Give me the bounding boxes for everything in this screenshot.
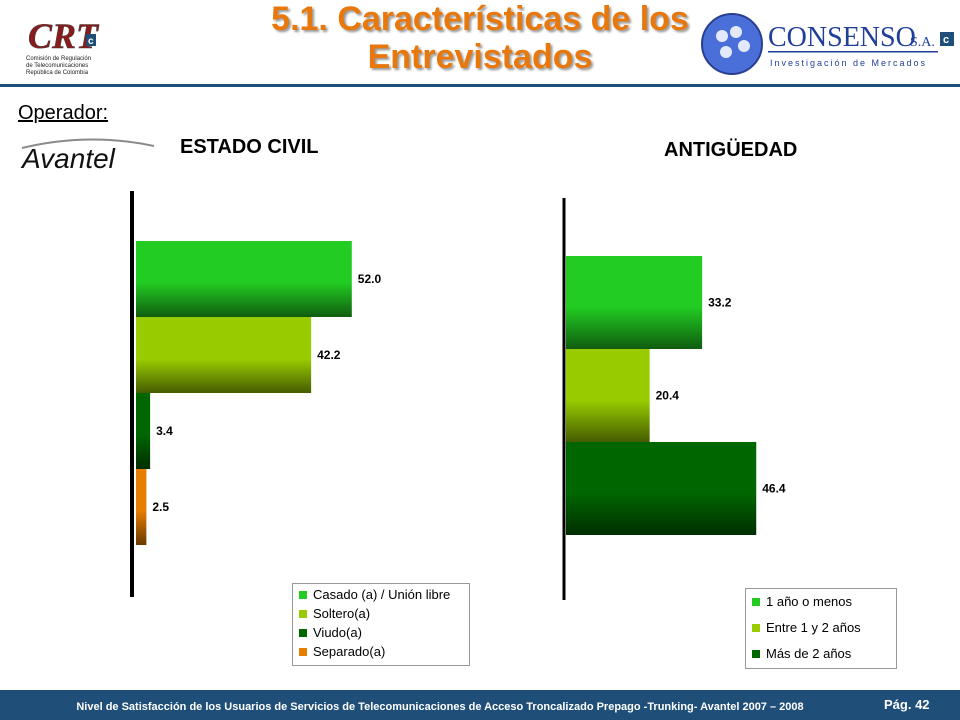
- legend-item-3: Viudo(a): [299, 625, 362, 640]
- legend-swatch: [299, 609, 307, 618]
- legend-item-1: 1 año o menos: [752, 594, 852, 609]
- bar-value-label-2: 42.2: [317, 348, 341, 362]
- chart-estado-civil: 52.0 42.2 3.4 2.5: [130, 191, 381, 597]
- legend-label: Soltero(a): [313, 606, 371, 621]
- legend-swatch: [752, 649, 760, 658]
- legend-swatch: [299, 647, 307, 656]
- globe-icon: [702, 14, 762, 74]
- legend-antiguedad: 1 año o menos Entre 1 y 2 años Más de 2 añ…: [745, 588, 897, 669]
- legend-label: Separado(a): [313, 644, 386, 659]
- legend-swatch: [752, 597, 760, 606]
- crt-logo-subtitle-3: República de Colombia: [26, 70, 89, 76]
- consenso-logo-tagline: Investigación de Mercados: [770, 58, 927, 68]
- bar-2: [566, 349, 650, 442]
- bars-estado-civil: 52.0 42.2 3.4 2.5: [136, 241, 381, 545]
- legend-swatch: [299, 628, 307, 637]
- footer-text: Nivel de Satisfacción de los Usuarios de…: [76, 701, 804, 713]
- legend-label: Entre 1 y 2 años: [766, 620, 861, 635]
- legend-estado-civil: Casado (a) / Unión libre Soltero(a) Viudo(…: [292, 583, 470, 666]
- bar-1: [136, 241, 352, 317]
- bar-3: [566, 442, 757, 535]
- avantel-logo: Avantel: [20, 138, 155, 174]
- legend-label: Más de 2 años: [766, 646, 852, 661]
- svg-text:c: c: [943, 34, 949, 46]
- avantel-logo-text: Avantel: [20, 143, 116, 174]
- svg-text:c: c: [88, 36, 94, 47]
- legend-swatch: [752, 623, 760, 632]
- legend-label: Viudo(a): [313, 625, 362, 640]
- legend-label: 1 año o menos: [766, 594, 853, 609]
- bar-value-label-2: 20.4: [656, 389, 680, 403]
- bar-value-label-4: 2.5: [152, 500, 169, 514]
- legend-item-1: Casado (a) / Unión libre: [299, 587, 450, 602]
- legend-item-2: Entre 1 y 2 años: [752, 620, 861, 635]
- bar-value-label-3: 46.4: [762, 482, 786, 496]
- legend-label: Casado (a) / Unión libre: [313, 587, 451, 602]
- bar-value-label-1: 33.2: [708, 296, 732, 310]
- slide-title-line2: Entrevistados: [367, 38, 593, 76]
- crt-logo-subtitle-1: Comisión de Regulación: [26, 56, 91, 62]
- chart-antiguedad: 33.2 20.4 46.4: [562, 198, 786, 600]
- bar-3: [136, 393, 151, 469]
- chart-title-estado-civil: ESTADO CIVIL: [180, 136, 319, 158]
- legend-item-2: Soltero(a): [299, 606, 370, 621]
- legend-item-3: Más de 2 años: [752, 646, 851, 661]
- footer-bar: [0, 690, 960, 720]
- header-rule: [0, 84, 960, 87]
- bar-2: [136, 317, 312, 393]
- chart-title-antiguedad: ANTIGÜEDAD: [664, 139, 798, 161]
- bar-1: [566, 256, 703, 349]
- bar-4: [136, 469, 147, 545]
- bars-antiguedad: 33.2 20.4 46.4: [566, 256, 786, 535]
- consenso-logo-text: CONSENSO: [768, 22, 916, 53]
- page-number: Pág. 42: [884, 697, 930, 712]
- crt-logo-subtitle-2: de Telecomunicaciones: [26, 63, 88, 69]
- bar-value-label-3: 3.4: [156, 424, 173, 438]
- legend-item-4: Separado(a): [299, 644, 385, 659]
- slide-title: 5.1. Características de los Entrevistado…: [150, 0, 810, 76]
- legend-swatch: [299, 590, 307, 599]
- operator-label: Operador:: [18, 102, 109, 124]
- bar-value-label-1: 52.0: [358, 272, 382, 286]
- crt-logo: CRT c Comisión de Regulación de Telecomu…: [26, 16, 100, 76]
- consenso-logo: CONSENSO S.A. Investigación de Mercados …: [701, 13, 954, 75]
- slide-title-line1: 5.1. Características de los: [271, 0, 689, 38]
- consenso-logo-suffix: S.A.: [910, 35, 935, 50]
